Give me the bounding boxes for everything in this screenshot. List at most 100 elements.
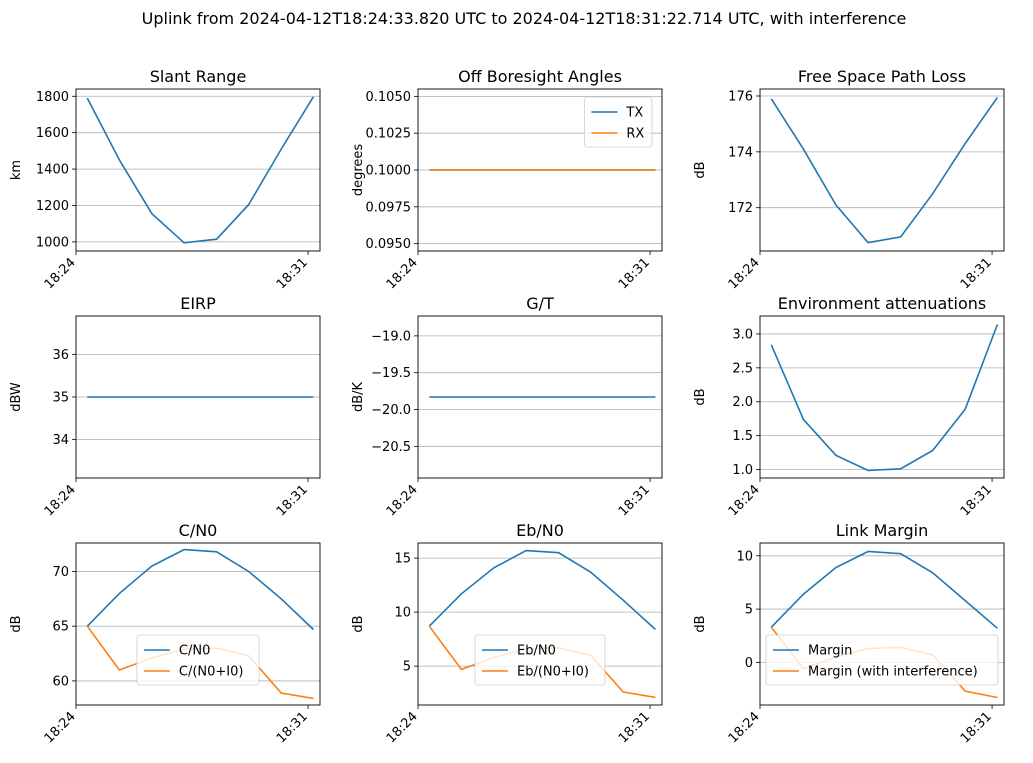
x-tick-label: 18:24 — [384, 482, 421, 519]
series-line-1 — [770, 324, 999, 472]
x-tick-label: 18:31 — [958, 709, 995, 746]
chart-title: C/N0 — [179, 521, 218, 540]
legend: Margin Margin (with interference) — [765, 634, 999, 686]
y-tick-label: 0.1000 — [366, 164, 412, 179]
y-tick-label: 5 — [403, 660, 411, 675]
x-tick-label: 18:31 — [616, 709, 653, 746]
axes-frame — [759, 88, 1005, 252]
y-tick-label: −19.0 — [371, 329, 411, 344]
y-tick-label: 172 — [728, 201, 753, 216]
chart-title: EIRP — [180, 294, 216, 313]
figure-title: Uplink from 2024-04-12T18:24:33.820 UTC … — [142, 9, 907, 28]
y-tick-label: 1000 — [36, 235, 69, 250]
legend-label: Eb/N0 — [517, 644, 556, 659]
legend: C/N0 C/(N0+I0) — [136, 634, 260, 686]
legend-box — [136, 634, 260, 686]
x-tick-label: 18:31 — [274, 482, 311, 519]
y-tick-label: 1800 — [36, 90, 69, 105]
subplot-off-boresight: Off Boresight Angles 0.0950 0.0975 0.1000 0.… — [351, 67, 663, 292]
y-tick-label: 70 — [52, 565, 69, 580]
legend-box — [474, 634, 606, 686]
y-tick-label: −20.5 — [371, 440, 411, 455]
subplot-cn0: C/N0 60 65 70 18:24 18:31 dB C/N0 C/(N0+I0) — [9, 521, 321, 746]
x-tick-label: 18:31 — [616, 255, 653, 292]
y-tick-label: 1200 — [36, 199, 69, 214]
chart-title: Free Space Path Loss — [798, 67, 966, 86]
axes-frame — [75, 88, 321, 252]
y-tick-label: 1600 — [36, 126, 69, 141]
y-tick-label: 174 — [728, 145, 753, 160]
chart-title: Off Boresight Angles — [458, 67, 622, 86]
x-tick-label: 18:31 — [958, 255, 995, 292]
x-tick-label: 18:31 — [616, 482, 653, 519]
legend-label: Eb/(N0+I0) — [517, 665, 589, 680]
y-tick-label: −20.0 — [371, 403, 411, 418]
axes-frame — [75, 542, 321, 706]
legend-label: Margin — [808, 644, 852, 659]
x-tick-label: 18:24 — [42, 709, 79, 746]
y-axis-label: dB — [693, 615, 708, 632]
x-tick-label: 18:24 — [384, 709, 421, 746]
x-tick-label: 18:31 — [958, 482, 995, 519]
x-tick-label: 18:31 — [274, 255, 311, 292]
y-tick-label: 65 — [52, 620, 69, 635]
legend: TX RX — [584, 96, 653, 148]
series-line-1 — [770, 550, 998, 629]
x-tick-label: 18:24 — [42, 255, 79, 292]
chart-title: Eb/N0 — [516, 521, 564, 540]
subplot-ebn0: Eb/N0 5 10 15 18:24 18:31 dB Eb/N0 Eb/(N0+I0) — [351, 521, 663, 746]
y-axis-label: dBW — [9, 382, 24, 412]
axes-frame — [75, 315, 321, 479]
x-tick-label: 18:24 — [726, 255, 763, 292]
legend: Eb/N0 Eb/(N0+I0) — [474, 634, 606, 686]
axes-frame — [417, 542, 663, 706]
y-tick-label: 0.0950 — [366, 237, 412, 252]
y-tick-label: 1.5 — [732, 429, 753, 444]
chart-title: Slant Range — [150, 67, 247, 86]
y-tick-label: 2.5 — [732, 361, 753, 376]
y-tick-label: 60 — [52, 674, 69, 689]
y-axis-label: dB — [693, 161, 708, 178]
y-tick-label: 1.0 — [732, 463, 753, 478]
series-line-1 — [770, 96, 999, 244]
legend-label: TX — [625, 106, 643, 121]
subplot-fspl: Free Space Path Loss 172 174 176 18:24 18:31 d… — [693, 67, 1005, 292]
y-tick-label: 36 — [52, 348, 69, 363]
y-tick-label: 176 — [728, 89, 753, 104]
y-axis-label: dB — [693, 388, 708, 405]
y-tick-label: 2.0 — [732, 395, 753, 410]
axes-frame — [417, 315, 663, 479]
y-tick-label: 34 — [52, 433, 69, 448]
subplot-link-margin: Link Margin 0 5 10 18:24 18:31 dB Margin Margin … — [693, 521, 1005, 746]
y-axis-label: degrees — [351, 144, 366, 197]
y-tick-label: 0.1025 — [366, 127, 412, 142]
y-tick-label: 0.1050 — [366, 90, 412, 105]
axes-frame — [759, 315, 1005, 479]
series-line-1 — [86, 96, 315, 244]
y-tick-label: 10 — [394, 606, 411, 621]
legend-box — [765, 634, 999, 686]
x-tick-label: 18:24 — [384, 255, 421, 292]
y-tick-label: 5 — [745, 603, 753, 618]
y-tick-label: 10 — [736, 549, 753, 564]
chart-title: G/T — [526, 294, 554, 313]
x-tick-label: 18:24 — [42, 482, 79, 519]
legend-label: Margin (with interference) — [808, 665, 978, 680]
chart-title: Environment attenuations — [778, 294, 987, 313]
x-tick-label: 18:24 — [726, 482, 763, 519]
legend-label: C/(N0+I0) — [179, 665, 244, 680]
subplot-eirp: EIRP 34 35 36 18:24 18:31 dBW — [9, 294, 321, 519]
y-axis-label: km — [9, 160, 24, 180]
y-tick-label: −19.5 — [371, 366, 411, 381]
axes-frame — [759, 542, 1005, 706]
y-axis-label: dB — [351, 615, 366, 632]
y-tick-label: 3.0 — [732, 327, 753, 342]
y-tick-label: 0 — [745, 656, 753, 671]
y-tick-label: 0.0975 — [366, 200, 412, 215]
axes-frame — [417, 88, 663, 252]
subplot-slant-range: Slant Range 1000 1200 1400 1600 1800 18:24 18:3… — [9, 67, 321, 292]
x-tick-label: 18:31 — [274, 709, 311, 746]
y-tick-label: 15 — [394, 552, 411, 567]
series-line-1 — [86, 548, 314, 631]
